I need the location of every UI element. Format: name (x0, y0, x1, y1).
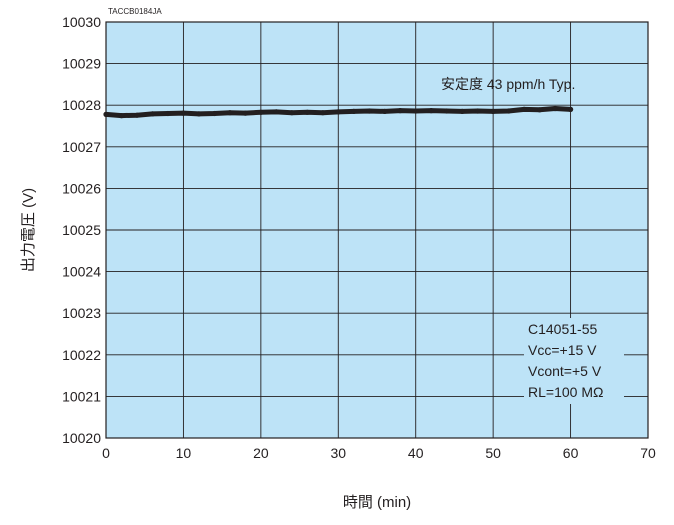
data-point (382, 108, 388, 114)
x-tick-label: 30 (330, 445, 346, 461)
data-point (475, 108, 481, 114)
x-axis-label: 時間 (min) (343, 494, 411, 511)
condition-vcont: Vcont=+5 V (528, 363, 602, 379)
y-tick-label: 10024 (62, 264, 101, 280)
y-tick-label: 10030 (62, 14, 101, 30)
condition-rl: RL=100 MΩ (528, 384, 603, 400)
data-point (180, 110, 186, 116)
data-point (103, 111, 109, 117)
data-point (320, 110, 326, 116)
x-tick-label: 0 (102, 445, 110, 461)
stability-annotation: 安定度 43 ppm/h Typ. (441, 76, 575, 92)
data-point (506, 108, 512, 114)
conditions-box: C14051-55 Vcc=+15 V Vcont=+5 V RL=100 MΩ (524, 318, 624, 404)
data-point (351, 108, 357, 114)
x-tick-label: 10 (176, 445, 192, 461)
x-tick-label: 60 (563, 445, 579, 461)
data-point (134, 112, 140, 118)
y-tick-label: 10028 (62, 97, 101, 113)
data-point (444, 108, 450, 114)
data-point (196, 111, 202, 117)
data-point (459, 108, 465, 114)
data-point (165, 110, 171, 117)
data-point (413, 108, 419, 114)
plot-frame (105, 21, 649, 439)
data-point (552, 105, 558, 112)
y-tick-label: 10026 (62, 180, 101, 196)
x-tick-label: 70 (640, 445, 656, 461)
data-point (366, 108, 372, 114)
data-point (149, 111, 156, 117)
x-tick-label: 40 (408, 445, 424, 461)
data-point (258, 109, 264, 115)
data-point (273, 109, 279, 115)
y-tick-label: 10023 (62, 305, 101, 321)
data-point (568, 106, 574, 112)
y-tick-label: 10021 (62, 388, 101, 404)
x-tick-label: 50 (485, 445, 501, 461)
y-axis-label: 出力電圧 (V) (20, 188, 37, 272)
data-point (289, 110, 295, 116)
data-point (521, 106, 527, 112)
data-point (227, 110, 233, 116)
y-tick-labels: 10020 10021 10022 10023 10024 10025 10026 10027… (62, 14, 101, 446)
y-tick-label: 10029 (62, 56, 101, 72)
data-point (428, 108, 434, 114)
condition-vcc: Vcc=+15 V (528, 342, 597, 358)
data-point (537, 107, 543, 113)
y-tick-label: 10020 (62, 430, 101, 446)
data-point (304, 109, 310, 115)
x-tick-labels: 0 10 20 30 40 50 60 70 (102, 445, 656, 461)
data-point (490, 108, 496, 114)
condition-model: C14051-55 (528, 321, 597, 337)
data-point (242, 110, 248, 116)
y-tick-label: 10022 (62, 347, 101, 363)
y-tick-label: 10027 (62, 139, 101, 155)
figure-code: TACCB0184JA (108, 7, 162, 16)
data-point (335, 109, 341, 115)
data-point (397, 108, 403, 114)
conditions-box-background (524, 318, 624, 404)
data-point (118, 113, 125, 119)
y-tick-label: 10025 (62, 222, 101, 238)
data-point (211, 110, 217, 117)
x-tick-label: 20 (253, 445, 269, 461)
series-layer (103, 105, 574, 119)
